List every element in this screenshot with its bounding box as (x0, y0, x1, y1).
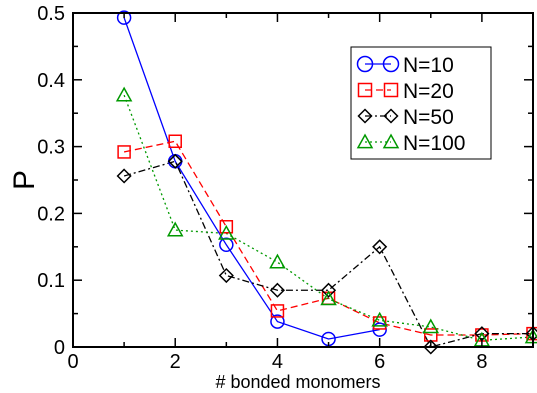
legend-marker-n-20 (357, 82, 373, 98)
y-axis-title: P (8, 170, 41, 190)
legend-marker-n-10 (356, 55, 374, 73)
legend-marker-n-100 (356, 133, 374, 149)
x-tick-label: 4 (272, 351, 283, 373)
legend-marker-n-10 (382, 55, 400, 73)
data-point-n-20 (117, 145, 131, 159)
data-point-n-50 (423, 339, 439, 355)
data-point-n-50 (218, 267, 234, 284)
data-point-n-100 (320, 290, 337, 306)
data-point-n-100 (422, 318, 440, 334)
y-tick-label: 0.4 (37, 70, 65, 92)
data-point-n-50 (372, 239, 388, 255)
data-point-n-50 (116, 168, 132, 184)
x-tick-label: 8 (476, 351, 487, 373)
y-tick-label: 0.2 (37, 203, 65, 225)
legend-label-n-50: N=50 (403, 106, 454, 129)
data-point-n-50 (269, 282, 286, 298)
legend-label-n-20: N=20 (403, 80, 454, 103)
data-point-n-10 (270, 314, 285, 329)
data-point-n-50 (167, 153, 183, 169)
legend: N=10 N=20 N=50 N=100 (350, 46, 492, 160)
data-point-n-100 (269, 253, 286, 269)
axis-ticks (73, 13, 533, 347)
legend-box (350, 46, 492, 160)
data-point-n-20 (168, 134, 182, 149)
series-line-n-50 (123, 160, 533, 348)
series-line-n-100 (123, 94, 534, 341)
tick-labels: 0 2 4 6 8 0 0.1 0.2 0.3 0.4 0.5 (37, 3, 487, 373)
x-axis-title: # bonded monomers (215, 372, 380, 392)
y-tick-label: 0.1 (37, 270, 65, 292)
data-point-n-50 (320, 282, 337, 298)
legend-marker-n-20 (383, 82, 399, 98)
legend-label-n-100: N=100 (403, 132, 465, 155)
legend-label-n-10: N=10 (403, 54, 454, 77)
data-point-n-20 (219, 220, 234, 234)
data-point-n-100 (115, 86, 133, 102)
legend-marker-n-50 (383, 108, 399, 124)
x-tick-label: 2 (170, 351, 181, 373)
series-lines (123, 17, 534, 348)
x-tick-label: 0 (67, 351, 78, 373)
data-point-n-100 (371, 311, 388, 327)
x-tick-label: 6 (374, 351, 385, 373)
legend-marker-n-50 (357, 108, 373, 124)
legend-marker-n-100 (382, 133, 400, 149)
y-tick-label: 0.3 (37, 137, 65, 159)
data-point-n-100 (218, 224, 235, 240)
y-tick-label: 0.5 (37, 3, 65, 25)
data-point-n-20 (270, 304, 285, 318)
series-line-n-20 (123, 140, 534, 336)
data-point-n-100 (166, 221, 184, 237)
series-line-n-10 (123, 17, 380, 340)
data-point-n-10 (116, 10, 132, 25)
y-tick-label: 0 (54, 337, 65, 359)
